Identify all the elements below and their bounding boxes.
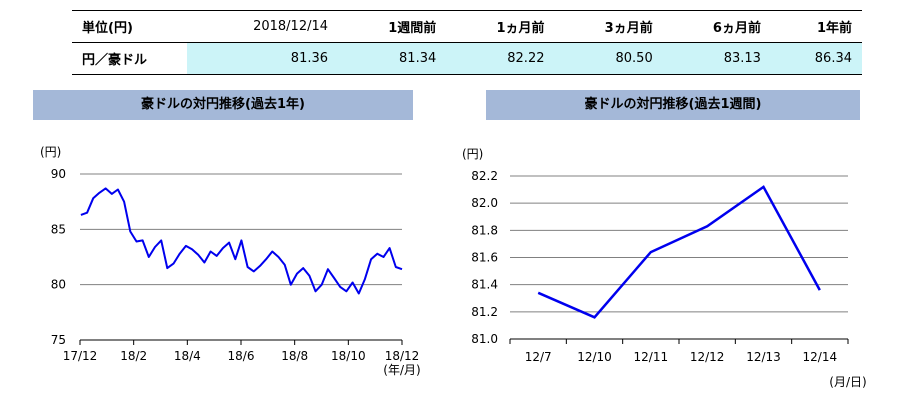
table-cell: 83.13 [662,42,771,75]
y-tick-label: 80 [51,278,66,292]
x-tick-label: 18/12 [385,349,420,363]
x-tick-label: 12/12 [690,350,725,364]
x-tick-label: 18/8 [281,349,308,363]
y-axis-unit: (円) [40,145,61,159]
column-header: 1年前 [770,10,862,43]
y-tick-label: 81.6 [471,251,498,265]
x-axis-unit: (月/日) [829,375,866,389]
rates-header-row: 単位(円) 2018/12/14 1週間前 1ヵ月前 3ヵ月前 6ヵ月前 1年前 [72,10,862,43]
x-tick-label: 12/13 [746,350,781,364]
y-tick-label: 81.8 [471,223,498,237]
x-tick-label: 12/11 [634,350,669,364]
y-tick-label: 82.0 [471,196,498,210]
x-tick-label: 18/2 [120,349,147,363]
table-cell: 80.50 [554,42,663,75]
chart-title-weekly: 豪ドルの対円推移(過去1週間) [486,90,860,120]
chart-title-yearly: 豪ドルの対円推移(過去1年) [33,90,413,120]
column-header: 1ヵ月前 [446,10,555,43]
y-tick-label: 81.0 [471,332,498,346]
y-axis-unit: (円) [462,147,483,161]
x-tick-label: 18/6 [228,349,255,363]
y-tick-label: 90 [51,167,66,181]
column-header: 1週間前 [338,10,447,43]
table-cell: 82.22 [446,42,555,75]
x-tick-label: 12/7 [525,350,552,364]
column-header: 6ヵ月前 [662,10,771,43]
x-tick-label: 18/10 [331,349,366,363]
column-header: 3ヵ月前 [554,10,663,43]
x-tick-label: 18/4 [174,349,201,363]
y-tick-label: 82.2 [471,169,498,183]
series-line [80,187,403,295]
y-tick-label: 85 [51,222,66,236]
y-tick-label: 81.4 [471,278,498,292]
weekly-line-chart: 81.0 81.2 81.4 81.6 81.8 82.0 82.2 12/7 12/10 12/… [462,147,867,389]
rates-data-row: 円／豪ドル 81.36 81.34 82.22 80.50 83.13 86.3… [72,42,862,75]
table-cell: 81.36 [187,42,339,75]
table-cell: 81.34 [338,42,447,75]
x-tick-label: 12/10 [577,350,612,364]
y-tick-label: 75 [51,333,66,347]
y-tick-label: 81.2 [471,305,498,319]
column-header: 2018/12/14 [187,10,339,43]
rates-table: 単位(円) 2018/12/14 1週間前 1ヵ月前 3ヵ月前 6ヵ月前 1年前… [72,10,862,75]
series-line [537,185,821,319]
x-axis-unit: (年/月) [383,363,420,377]
x-tick-label: 17/12 [63,349,98,363]
row-label: 円／豪ドル [72,42,187,75]
header-label: 単位(円) [72,10,187,43]
x-tick-label: 12/14 [803,350,838,364]
table-cell: 86.34 [770,42,862,75]
